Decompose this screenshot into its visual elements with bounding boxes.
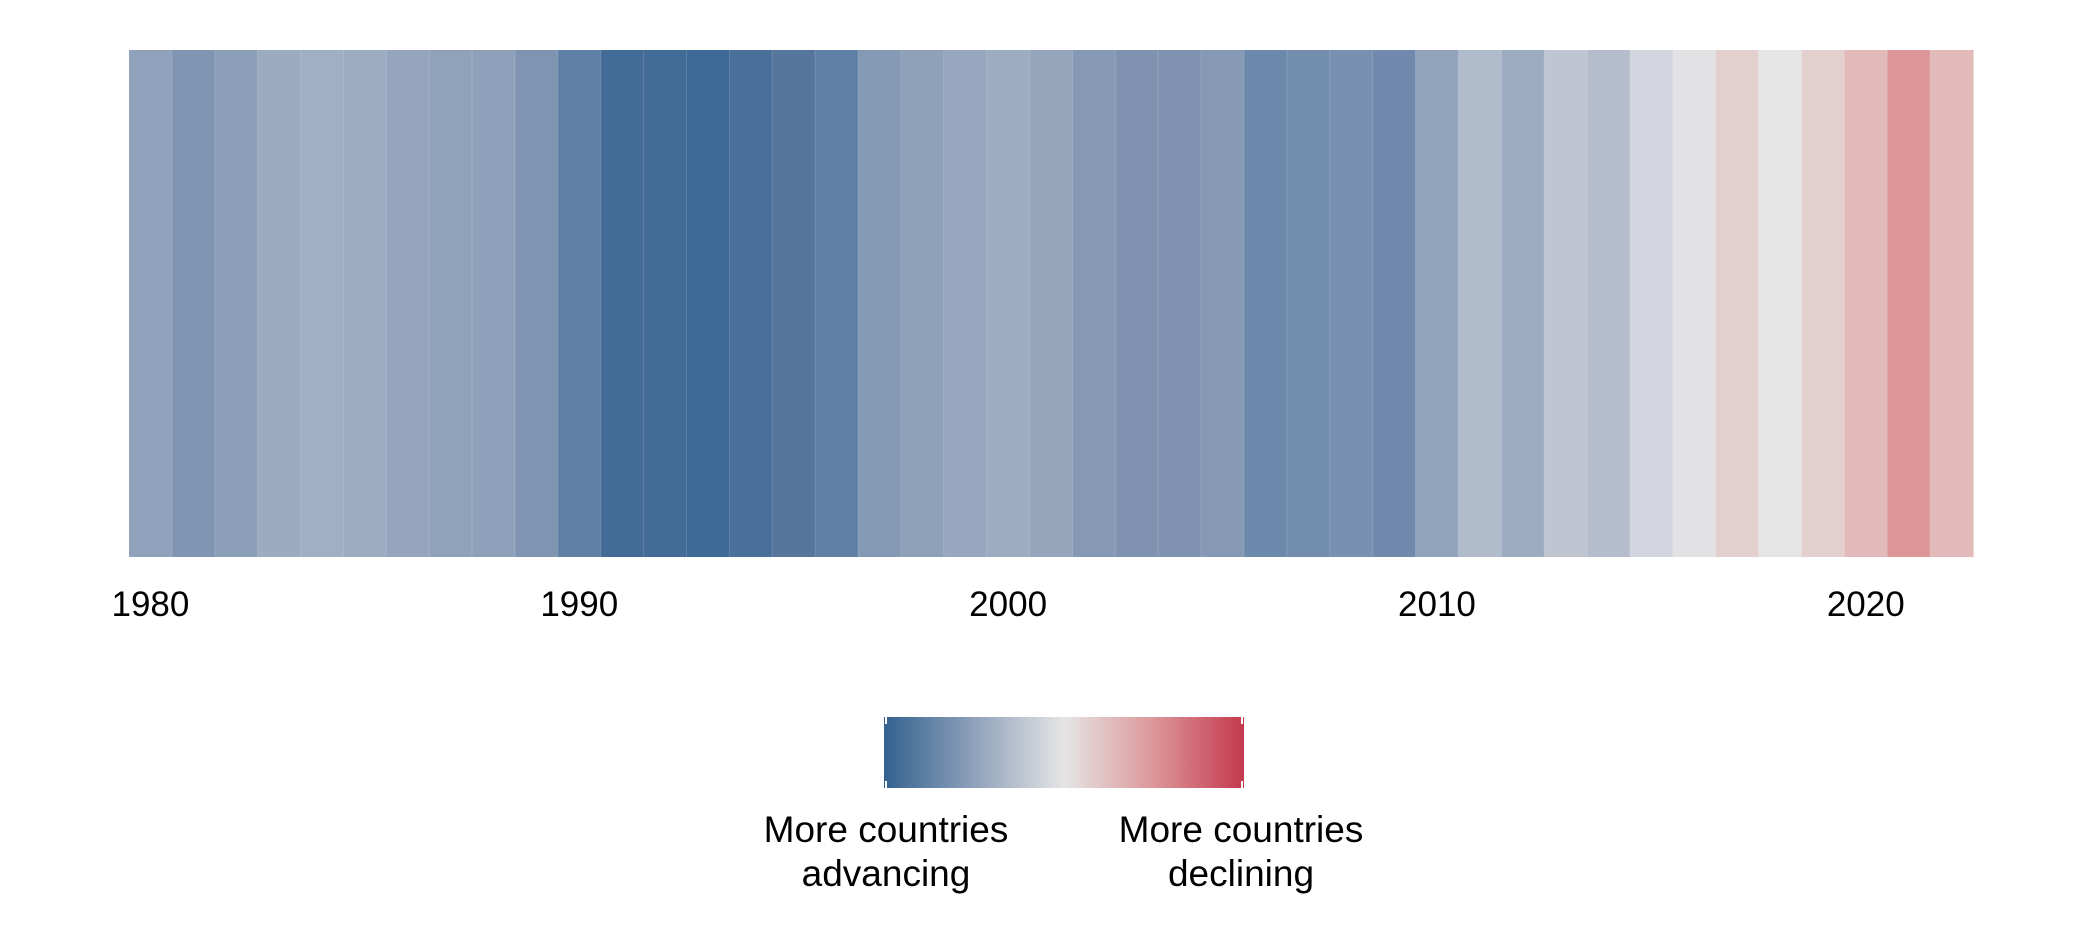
- x-tick-label-2010: 2010: [1398, 585, 1476, 624]
- legend-low-label-line2: advancing: [802, 853, 971, 894]
- x-tick-label-2000: 2000: [969, 585, 1047, 624]
- stripe-2008: [1329, 50, 1374, 557]
- legend-high-label-line1: More countries: [1119, 809, 1364, 850]
- stripe-2015: [1629, 50, 1674, 557]
- stripe-2004: [1158, 50, 1202, 557]
- stripe-1995: [772, 50, 816, 557]
- x-tick-label-1980: 1980: [112, 585, 190, 624]
- legend-low-label-line1: More countries: [764, 809, 1009, 850]
- stripe-2016: [1672, 50, 1717, 557]
- stripe-1998: [900, 50, 945, 557]
- stripe-1996: [815, 50, 859, 557]
- stripe-2003: [1115, 50, 1159, 557]
- stripe-2012: [1501, 50, 1545, 557]
- stripe-1980: [129, 50, 173, 557]
- stripe-2006: [1243, 50, 1288, 557]
- stripe-1981: [171, 50, 216, 557]
- x-tick-label-2020: 2020: [1827, 585, 1905, 624]
- stripe-1993: [686, 50, 730, 557]
- stripe-2002: [1072, 50, 1116, 557]
- stripe-1991: [600, 50, 645, 557]
- stripe-1990: [557, 50, 602, 557]
- stripe-2011: [1458, 50, 1502, 557]
- stripes: [129, 50, 1974, 557]
- stripe-2010: [1415, 50, 1459, 557]
- stripe-2021: [1887, 50, 1931, 557]
- stripe-2017: [1715, 50, 1760, 557]
- stripe-1992: [643, 50, 688, 557]
- stripe-1999: [943, 50, 988, 557]
- stripe-1994: [729, 50, 773, 557]
- stripe-2000: [986, 50, 1031, 557]
- legend-high-label-line2: declining: [1168, 853, 1314, 894]
- stripe-2019: [1801, 50, 1845, 557]
- stripe-2013: [1544, 50, 1588, 557]
- stripe-1997: [858, 50, 902, 557]
- stripe-1986: [386, 50, 430, 557]
- stripe-1985: [343, 50, 387, 557]
- stripe-2022: [1930, 50, 1974, 557]
- legend: More countries advancing More countries …: [764, 717, 1364, 894]
- stripe-1983: [257, 50, 302, 557]
- stripe-1987: [429, 50, 473, 557]
- stripe-1984: [300, 50, 345, 557]
- x-axis-ticks: 1980 1990 2000 2010 2020: [112, 585, 1905, 624]
- stripe-2001: [1029, 50, 1074, 557]
- stripe-2014: [1587, 50, 1631, 557]
- stripe-1989: [514, 50, 559, 557]
- stripe-2020: [1844, 50, 1888, 557]
- stripe-2009: [1372, 50, 1417, 557]
- stripe-2007: [1286, 50, 1331, 557]
- stripe-2005: [1201, 50, 1245, 557]
- stripe-1988: [472, 50, 516, 557]
- stripe-1982: [214, 50, 259, 557]
- x-tick-label-1990: 1990: [540, 585, 618, 624]
- stripe-2018: [1758, 50, 1803, 557]
- legend-colorbar: [884, 717, 1244, 788]
